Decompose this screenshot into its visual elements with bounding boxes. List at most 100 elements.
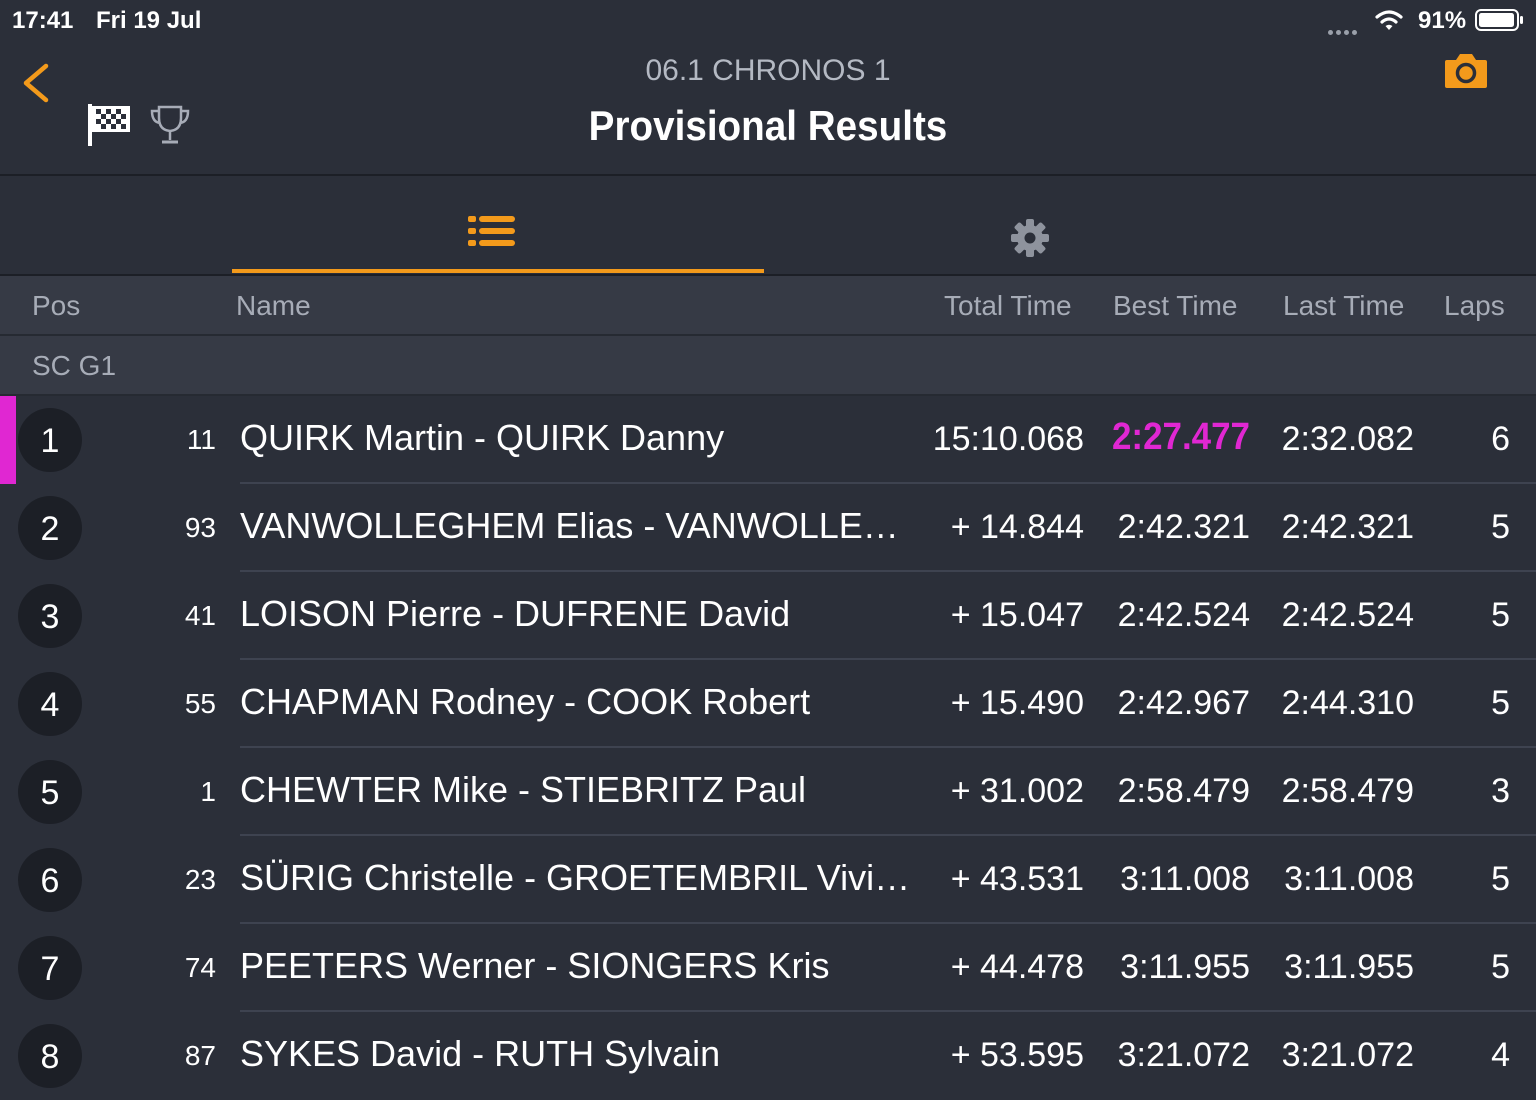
car-number: 11	[186, 424, 216, 455]
position-badge: 5	[18, 760, 82, 824]
tab-settings[interactable]	[764, 176, 1296, 274]
position-badge: 1	[18, 408, 82, 472]
last-time: 2:58.479	[1281, 772, 1414, 810]
result-row[interactable]: 7 74 PEETERS Werner - SIONGERS Kris + 44…	[0, 924, 1536, 1012]
position-badge: 6	[18, 848, 82, 912]
position-badge: 8	[18, 1024, 82, 1088]
tabs-divider	[0, 274, 1536, 276]
last-time: 3:11.955	[1284, 948, 1414, 986]
position-badge: 4	[18, 672, 82, 736]
wifi-icon	[1375, 10, 1403, 30]
trophy-icon[interactable]	[147, 102, 193, 148]
row-divider	[240, 1010, 1536, 1012]
best-time: 2:42.967	[1117, 684, 1250, 722]
last-time: 2:32.082	[1281, 420, 1414, 458]
position-number: 3	[40, 598, 60, 636]
column-total-time[interactable]: Total Time	[944, 290, 1072, 321]
last-time: 3:11.008	[1284, 860, 1414, 898]
position-number: 6	[40, 862, 60, 900]
column-laps[interactable]: Laps	[1444, 290, 1505, 321]
best-time: 2:42.321	[1117, 508, 1250, 546]
laps-count: 4	[1491, 1036, 1510, 1074]
car-number: 87	[184, 1040, 216, 1071]
crew-name: LOISON Pierre - DUFRENE David	[240, 593, 791, 634]
status-time: 17:41	[12, 7, 74, 34]
list-icon	[468, 216, 515, 246]
last-time: 2:44.310	[1281, 684, 1414, 722]
result-row[interactable]: 8 87 SYKES David - RUTH Sylvain + 53.595…	[0, 1012, 1536, 1100]
total-time: 15:10.068	[932, 420, 1084, 458]
column-best-time[interactable]: Best Time	[1113, 290, 1238, 321]
crew-name: QUIRK Martin - QUIRK Danny	[240, 417, 725, 458]
position-number: 2	[40, 510, 60, 548]
column-header-divider	[0, 334, 1536, 336]
navigation-header: 06.1 CHRONOS 1 Provisional Results	[0, 44, 1536, 174]
crew-name: VANWOLLEGHEM Elias - VANWOLLEG…	[240, 505, 920, 546]
tab-results-list[interactable]	[232, 176, 764, 274]
column-pos[interactable]: Pos	[32, 290, 81, 321]
status-bar: 17:41 Fri 19 Jul 91%	[0, 0, 1536, 44]
checkered-flag-icon[interactable]	[86, 102, 132, 148]
battery-percentage: 91%	[1418, 7, 1467, 34]
page-title: Provisional Results	[588, 102, 948, 149]
crew-name: SÜRIG Christelle - GROETEMBRIL Vivia…	[240, 857, 920, 898]
row-divider	[240, 570, 1536, 572]
total-time: + 31.002	[950, 772, 1084, 810]
row-divider	[240, 922, 1536, 924]
laps-count: 5	[1491, 684, 1510, 722]
laps-count: 5	[1491, 948, 1510, 986]
battery-icon	[1475, 9, 1523, 31]
cellular-signal-icon	[1328, 22, 1364, 35]
camera-icon[interactable]	[1443, 50, 1489, 90]
fastest-lap-marker	[0, 396, 16, 484]
total-time: + 15.490	[950, 684, 1084, 722]
total-time: + 14.844	[950, 508, 1084, 546]
crew-name: PEETERS Werner - SIONGERS Kris	[240, 945, 830, 986]
crew-name: SYKES David - RUTH Sylvain	[240, 1033, 721, 1074]
active-tab-indicator	[232, 269, 764, 273]
header-divider	[0, 174, 1536, 176]
last-time: 3:21.072	[1281, 1036, 1414, 1074]
car-number: 41	[184, 600, 216, 631]
laps-count: 5	[1491, 508, 1510, 546]
best-time: 3:21.072	[1117, 1036, 1250, 1074]
position-number: 5	[40, 774, 60, 812]
laps-count: 6	[1491, 420, 1510, 458]
column-name[interactable]: Name	[236, 290, 311, 321]
session-subtitle: 06.1 CHRONOS 1	[645, 54, 891, 87]
result-row[interactable]: 1 11 QUIRK Martin - QUIRK Danny 15:10.06…	[0, 396, 1536, 484]
last-time: 2:42.321	[1281, 508, 1414, 546]
position-badge: 2	[18, 496, 82, 560]
total-time: + 44.478	[950, 948, 1084, 986]
result-row[interactable]: 6 23 SÜRIG Christelle - GROETEMBRIL Vivi…	[0, 836, 1536, 924]
position-number: 7	[40, 950, 60, 988]
car-number: 93	[184, 512, 216, 543]
row-divider	[240, 482, 1536, 484]
group-divider	[0, 394, 1536, 396]
laps-count: 5	[1491, 860, 1510, 898]
result-row[interactable]: 3 41 LOISON Pierre - DUFRENE David + 15.…	[0, 572, 1536, 660]
crew-name: CHAPMAN Rodney - COOK Robert	[240, 681, 811, 722]
crew-name: CHEWTER Mike - STIEBRITZ Paul	[240, 769, 807, 810]
column-header-row: Pos Name Total Time Best Time Last Time …	[0, 276, 1536, 334]
laps-count: 5	[1491, 596, 1510, 634]
best-time: 2:27.477	[1111, 416, 1250, 458]
best-time: 2:42.524	[1117, 596, 1250, 634]
column-last-time[interactable]: Last Time	[1283, 290, 1405, 321]
result-row[interactable]: 5 1 CHEWTER Mike - STIEBRITZ Paul + 31.0…	[0, 748, 1536, 836]
position-number: 8	[40, 1038, 60, 1076]
last-time: 2:42.524	[1281, 596, 1414, 634]
result-row[interactable]: 4 55 CHAPMAN Rodney - COOK Robert + 15.4…	[0, 660, 1536, 748]
best-time: 3:11.955	[1120, 948, 1250, 986]
car-number: 1	[200, 776, 216, 807]
gear-icon	[1011, 219, 1049, 257]
result-row[interactable]: 2 93 VANWOLLEGHEM Elias - VANWOLLEG… + 1…	[0, 484, 1536, 572]
class-group-header: SC G1	[0, 336, 1536, 394]
back-chevron-icon[interactable]	[18, 58, 58, 108]
total-time: + 43.531	[950, 860, 1084, 898]
status-date: Fri 19 Jul	[96, 7, 202, 34]
car-number: 74	[184, 952, 216, 983]
total-time: + 53.595	[950, 1036, 1084, 1074]
row-divider	[240, 834, 1536, 836]
position-number: 4	[40, 686, 60, 724]
